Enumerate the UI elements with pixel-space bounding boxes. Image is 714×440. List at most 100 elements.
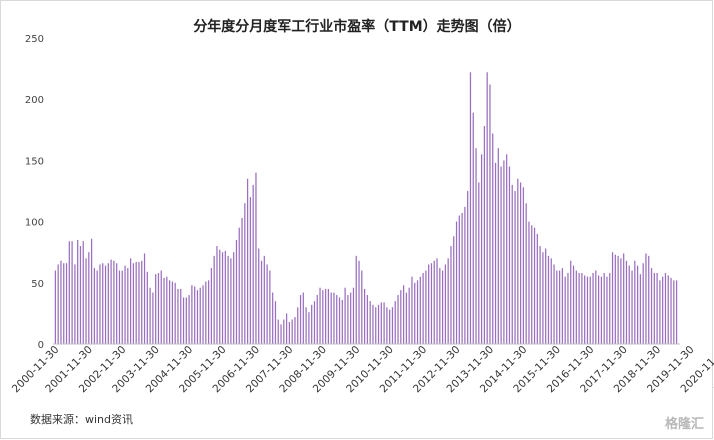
x-axis: 2000-11-302001-11-302002-11-302003-11-30… — [10, 344, 714, 396]
bar-125 — [402, 285, 405, 344]
bar-104 — [344, 287, 346, 344]
bar-69 — [246, 178, 249, 344]
bar-148 — [467, 191, 469, 344]
bar-201 — [614, 254, 616, 344]
bar-75 — [263, 255, 265, 344]
bar-109 — [358, 260, 360, 344]
bar-87 — [297, 307, 299, 344]
bar-20 — [110, 259, 112, 344]
bar-102 — [338, 297, 341, 344]
chart-title: 分年度分月度军工行业市盈率（TTM）走势图（倍） — [193, 19, 521, 35]
bar-19 — [107, 263, 109, 344]
y-tick-label: 100 — [25, 218, 44, 229]
bar-60 — [221, 252, 224, 344]
bar-89 — [302, 292, 304, 344]
bar-192 — [589, 276, 591, 344]
bar-47 — [185, 297, 187, 344]
bar-162 — [506, 154, 508, 344]
bar-12 — [88, 252, 90, 344]
bar-120 — [389, 309, 391, 344]
bar-32 — [143, 253, 146, 344]
bar-30 — [138, 261, 140, 344]
bar-83 — [285, 313, 288, 344]
bar-216 — [656, 273, 658, 344]
bar-205 — [625, 260, 628, 344]
bar-93 — [313, 301, 316, 344]
bar-157 — [492, 133, 494, 344]
bar-77 — [269, 270, 271, 344]
bar-206 — [628, 265, 630, 344]
bar-6 — [71, 241, 73, 344]
y-tick-label: 150 — [25, 156, 44, 167]
bar-71 — [252, 184, 254, 344]
bar-90 — [305, 307, 307, 344]
bar-86 — [294, 317, 296, 344]
bar-11 — [85, 258, 87, 344]
bar-78 — [272, 292, 274, 344]
bar-138 — [439, 268, 441, 344]
bar-217 — [659, 280, 661, 344]
bar-200 — [611, 252, 614, 344]
source-note: 数据来源：wind资讯 — [30, 413, 134, 426]
bar-175 — [542, 252, 544, 344]
bar-207 — [631, 270, 633, 344]
bar-121 — [391, 307, 394, 344]
bar-119 — [386, 307, 388, 344]
bar-131 — [419, 276, 421, 344]
bar-33 — [146, 271, 148, 344]
bar-153 — [480, 154, 483, 344]
bar-91 — [308, 312, 310, 344]
bar-187 — [575, 270, 577, 344]
bar-23 — [118, 270, 121, 344]
bar-210 — [639, 274, 642, 344]
bar-222 — [673, 280, 675, 344]
bar-183 — [564, 276, 566, 344]
bar-127 — [408, 287, 410, 344]
bar-161 — [503, 160, 505, 344]
bar-5 — [68, 241, 70, 344]
bar-42 — [171, 281, 174, 344]
bar-173 — [536, 233, 538, 344]
y-tick-label: 50 — [31, 279, 44, 290]
bar-133 — [425, 270, 427, 344]
bar-50 — [194, 286, 196, 344]
bar-98 — [327, 288, 330, 344]
bar-185 — [570, 260, 572, 344]
bar-0 — [54, 270, 57, 344]
bar-191 — [586, 276, 589, 344]
y-tick-label: 200 — [25, 95, 44, 106]
bar-107 — [352, 287, 355, 344]
bar-38 — [160, 270, 162, 344]
bar-195 — [597, 275, 600, 344]
bar-16 — [99, 264, 101, 344]
bar-219 — [664, 273, 667, 344]
bar-84 — [288, 321, 291, 344]
bar-1 — [57, 264, 59, 344]
bar-123 — [397, 295, 399, 344]
bar-88 — [299, 295, 302, 344]
bar-76 — [266, 264, 268, 344]
bar-26 — [127, 268, 129, 344]
bar-130 — [416, 280, 419, 344]
bar-221 — [670, 277, 672, 344]
bar-65 — [235, 239, 238, 344]
bar-18 — [104, 265, 107, 344]
bar-46 — [182, 297, 185, 344]
bar-166 — [517, 178, 519, 344]
bar-197 — [603, 273, 605, 344]
bar-49 — [191, 285, 193, 344]
bar-63 — [230, 258, 232, 344]
bar-41 — [168, 280, 171, 344]
bar-111 — [363, 288, 366, 344]
bar-68 — [244, 203, 246, 344]
bar-25 — [124, 265, 126, 344]
bar-215 — [653, 273, 655, 344]
watermark-logo: 格隆汇 — [664, 417, 704, 432]
bar-151 — [475, 148, 477, 344]
bar-113 — [369, 301, 371, 344]
bar-15 — [96, 270, 98, 344]
bar-140 — [444, 264, 447, 344]
bar-62 — [227, 255, 229, 344]
bar-156 — [489, 84, 491, 344]
bar-136 — [433, 260, 435, 344]
